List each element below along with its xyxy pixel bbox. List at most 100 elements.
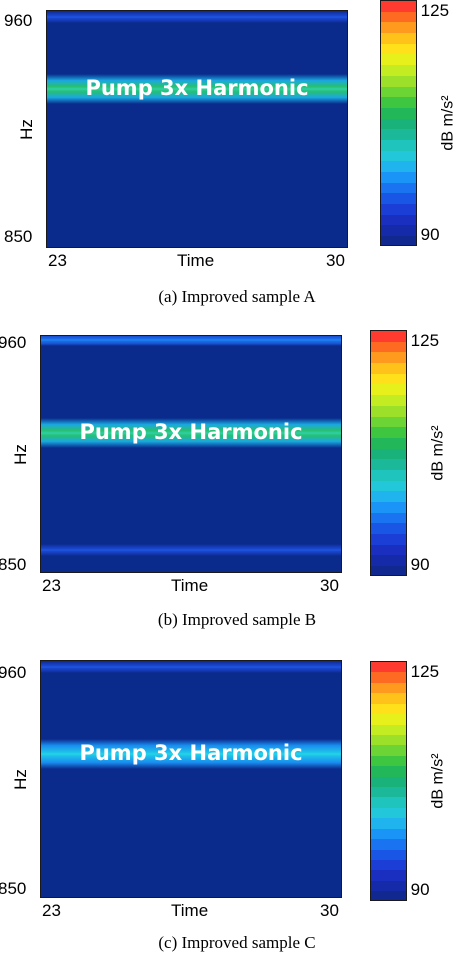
x-axis-label: Time: [171, 901, 209, 920]
figure-caption: (c) Improved sample C: [158, 933, 316, 952]
x-tick-label: 30: [326, 251, 345, 270]
colorbar-segment: [381, 182, 416, 194]
x-axis-label: Time: [177, 251, 215, 270]
colorbar-segment: [371, 724, 406, 735]
colorbar-max-label: 125: [410, 662, 440, 681]
colorbar-segment: [371, 363, 406, 374]
colorbar-segment: [371, 566, 406, 575]
colorbar-segment: [381, 65, 416, 76]
colorbar-segment: [371, 776, 406, 788]
colorbar-unit-label: dB m/s²: [439, 95, 457, 151]
colorbar-segment: [371, 395, 406, 406]
colorbar-segment: [381, 75, 416, 87]
colorbar-unit-label: dB m/s²: [429, 425, 447, 481]
y-tick-label: 960: [4, 11, 33, 30]
frequency-line: [41, 336, 341, 347]
spectrogram-panel: Pump 3x Harmonic 960 850 Hz 23 30 Time 125 90 dB …: [0, 650, 474, 970]
colorbar-segment: [371, 384, 406, 396]
colorbar-segment: [371, 693, 406, 704]
colorbar-segment: [371, 797, 406, 808]
x-tick-label: 23: [42, 576, 61, 595]
colorbar-segment: [371, 714, 406, 725]
y-tick-label: 960: [0, 333, 27, 352]
colorbar-segment: [381, 236, 416, 245]
colorbar-segment: [381, 43, 416, 55]
colorbar-segment: [381, 150, 416, 162]
harmonic-band: [41, 739, 341, 770]
harmonic-annotation: Pump 3x Harmonic: [85, 75, 309, 100]
colorbar-unit-label: dB m/s²: [429, 753, 447, 809]
colorbar-segment: [381, 193, 416, 205]
figure-caption: (a) Improved sample A: [158, 287, 316, 306]
colorbar-segment: [381, 11, 416, 23]
colorbar-segment: [371, 331, 406, 342]
colorbar-segment: [371, 755, 406, 767]
colorbar-segment: [371, 766, 406, 777]
colorbar-segment: [371, 544, 406, 556]
y-tick-label: 850: [0, 555, 27, 574]
colorbar-segment: [371, 373, 406, 385]
colorbar-segment: [371, 427, 406, 438]
colorbar-segment: [371, 352, 406, 364]
colorbar-segment: [381, 1, 416, 12]
colorbar-segment: [371, 818, 406, 829]
colorbar-segment: [381, 33, 416, 44]
colorbar-segment: [381, 139, 416, 151]
colorbar-segment: [371, 870, 406, 881]
colorbar-segment: [371, 534, 406, 545]
colorbar: [370, 330, 407, 576]
colorbar-segment: [381, 214, 416, 226]
colorbar: [370, 661, 407, 901]
y-axis-label: Hz: [10, 444, 30, 465]
colorbar-segment: [371, 523, 406, 535]
colorbar-max-label: 125: [420, 1, 450, 20]
colorbar-segment: [371, 341, 406, 353]
frequency-line: [47, 11, 347, 24]
harmonic-band: [41, 418, 341, 449]
colorbar-segment: [371, 807, 406, 819]
colorbar-segment: [371, 555, 406, 567]
colorbar-segment: [381, 204, 416, 215]
colorbar-segment: [371, 672, 406, 683]
colorbar-segment: [371, 491, 406, 502]
colorbar-segment: [381, 172, 416, 183]
y-axis-label: Hz: [10, 769, 30, 790]
colorbar-segment: [371, 682, 406, 694]
colorbar-segment: [371, 839, 406, 850]
colorbar-segment: [381, 22, 416, 34]
colorbar-segment: [381, 161, 416, 172]
x-axis-label: Time: [171, 576, 209, 595]
colorbar-segment: [371, 734, 406, 746]
y-axis-label: Hz: [16, 119, 36, 140]
harmonic-annotation: Pump 3x Harmonic: [79, 741, 303, 766]
x-tick-label: 23: [48, 251, 67, 270]
harmonic-annotation: Pump 3x Harmonic: [79, 420, 303, 445]
colorbar-segment: [381, 54, 416, 66]
colorbar-segment: [381, 107, 416, 119]
x-tick-label: 23: [42, 901, 61, 920]
colorbar-segment: [371, 828, 406, 840]
colorbar-segment: [371, 405, 406, 417]
colorbar-segment: [371, 437, 406, 449]
colorbar-segment: [371, 416, 406, 428]
spectrogram-panel: Pump 3x Harmonic 960 850 Hz 23 30 Time 125 90 dB …: [0, 0, 474, 320]
colorbar-segment: [371, 512, 406, 524]
colorbar-segment: [381, 118, 416, 130]
colorbar-segment: [371, 880, 406, 892]
colorbar-segment: [381, 86, 416, 98]
figure-caption: (b) Improved sample B: [157, 610, 317, 629]
colorbar-segment: [371, 469, 406, 481]
y-tick-label: 850: [4, 227, 33, 246]
colorbar-segment: [371, 448, 406, 460]
colorbar: [380, 0, 417, 246]
colorbar-segment: [371, 703, 406, 715]
y-tick-label: 850: [0, 879, 27, 898]
colorbar-segment: [371, 745, 406, 756]
colorbar-max-label: 125: [410, 331, 440, 350]
spectrogram-panel: Pump 3x Harmonic 960 850 Hz 23 30 Time 125 90 dB …: [0, 325, 474, 645]
y-tick-label: 960: [0, 663, 27, 682]
colorbar-min-label: 90: [420, 225, 440, 244]
colorbar-segment: [381, 225, 416, 237]
colorbar-segment: [371, 787, 406, 798]
colorbar-segment: [371, 502, 406, 513]
